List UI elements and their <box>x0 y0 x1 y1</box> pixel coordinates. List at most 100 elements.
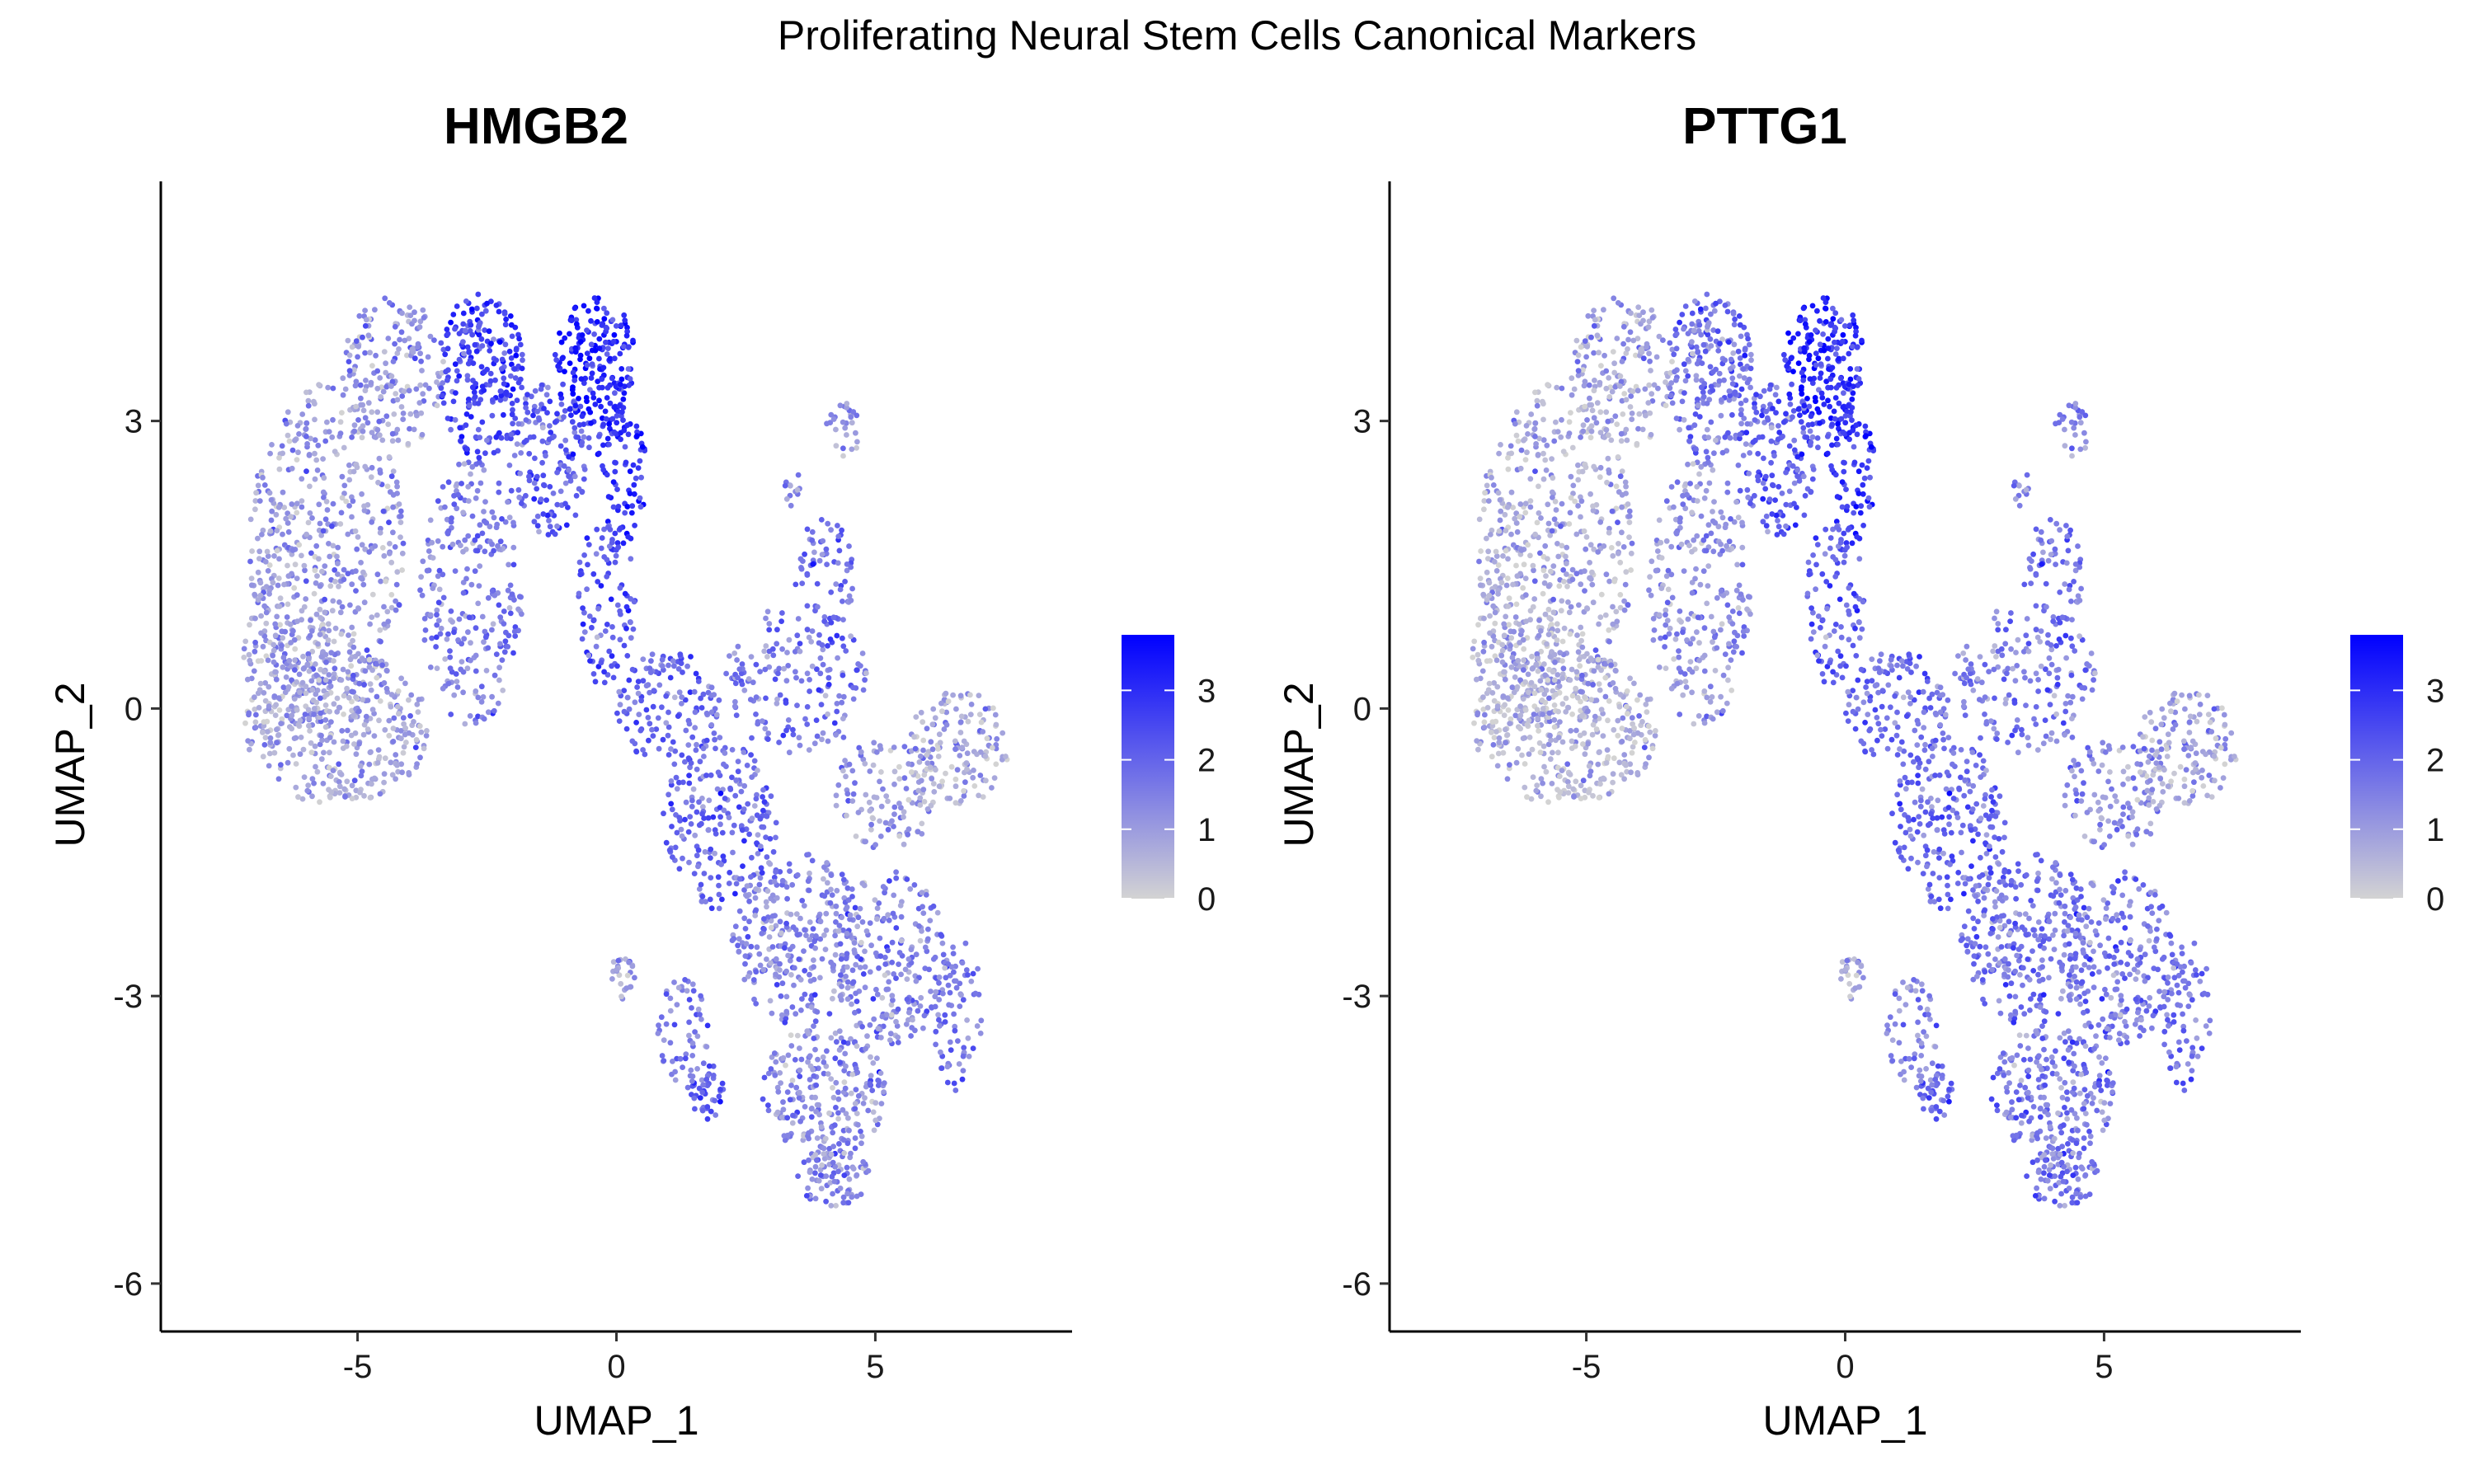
cell-point <box>825 643 830 649</box>
cell-point <box>1563 709 1569 715</box>
cell-point <box>348 663 355 669</box>
cell-point <box>622 590 628 597</box>
cell-point <box>897 903 904 909</box>
cell-point <box>1602 674 1609 681</box>
cell-point <box>275 776 282 782</box>
cell-point <box>715 769 722 776</box>
cell-point <box>744 763 750 768</box>
cell-point <box>599 384 605 391</box>
cell-point <box>1538 515 1544 521</box>
cell-point <box>581 629 588 635</box>
cell-point <box>786 636 793 643</box>
cell-point <box>367 621 373 627</box>
cell-point <box>688 821 694 827</box>
cell-point <box>961 787 967 794</box>
cell-point <box>819 642 825 648</box>
cell-point <box>369 781 374 787</box>
cell-point <box>353 568 359 575</box>
cell-point <box>451 501 458 507</box>
cell-point <box>844 1190 850 1197</box>
cell-point <box>836 923 843 928</box>
cell-point <box>339 603 346 610</box>
cell-point <box>305 782 312 788</box>
cell-point <box>1626 508 1633 514</box>
cell-point <box>1517 465 1524 472</box>
cell-point <box>959 960 966 966</box>
cell-point <box>689 797 695 804</box>
cell-point <box>1532 434 1538 439</box>
cell-point <box>825 711 830 717</box>
cell-point <box>270 647 277 654</box>
cell-point <box>393 581 400 588</box>
cell-point <box>306 453 313 458</box>
cell-point <box>345 727 350 734</box>
cell-point <box>821 876 826 882</box>
cell-point <box>795 932 801 938</box>
cell-point <box>875 1082 882 1088</box>
cell-point <box>308 749 315 755</box>
cell-point <box>416 697 422 702</box>
cell-point <box>554 469 560 476</box>
cell-point <box>438 340 444 346</box>
cell-point <box>952 738 958 744</box>
cell-point <box>475 291 482 298</box>
cell-point <box>670 1059 675 1064</box>
cell-point <box>489 693 495 700</box>
cell-point <box>327 683 334 689</box>
cell-point <box>1508 450 1515 457</box>
cell-point <box>710 814 717 820</box>
cell-point <box>601 679 608 686</box>
cell-point <box>769 892 776 899</box>
cell-point <box>454 368 460 374</box>
cell-point <box>331 658 336 664</box>
cell-point <box>623 726 630 732</box>
cell-point <box>252 591 258 598</box>
cell-point <box>731 650 738 656</box>
cell-point <box>719 1080 726 1087</box>
cell-point <box>331 701 337 707</box>
cell-point <box>296 671 303 678</box>
cell-point <box>396 602 402 608</box>
cell-point <box>368 379 374 386</box>
cell-point <box>362 415 369 421</box>
cell-point <box>570 391 576 397</box>
cell-point <box>792 965 797 971</box>
cell-point <box>434 402 440 409</box>
cell-point <box>322 724 329 730</box>
cell-point <box>317 741 323 748</box>
cell-point <box>598 403 604 410</box>
cell-point <box>609 416 616 422</box>
cell-point <box>814 733 821 740</box>
cell-point <box>289 447 296 453</box>
cell-point <box>392 340 397 347</box>
cell-point <box>304 441 310 447</box>
cell-point <box>253 490 259 496</box>
cell-point <box>784 895 790 902</box>
cell-point <box>308 627 315 634</box>
cell-point <box>1522 784 1528 791</box>
cell-point <box>957 719 964 726</box>
cell-point <box>401 388 407 394</box>
cell-point <box>403 740 409 745</box>
cell-point <box>767 861 774 867</box>
cell-point <box>823 546 830 552</box>
cell-point <box>394 397 401 403</box>
cell-point <box>930 781 937 787</box>
cell-point <box>703 773 709 778</box>
cell-point <box>788 1032 794 1038</box>
cell-point <box>383 667 390 674</box>
cell-point <box>1482 711 1488 718</box>
cell-point <box>809 628 816 634</box>
cell-point <box>479 311 485 317</box>
cell-point <box>710 1073 717 1078</box>
cell-point <box>857 905 863 912</box>
cell-point <box>729 937 736 943</box>
cell-point <box>433 634 440 641</box>
cell-point <box>834 887 840 894</box>
cell-point <box>327 708 332 715</box>
cell-point <box>431 337 437 343</box>
cell-point <box>508 487 515 494</box>
cell-point <box>643 707 650 713</box>
cell-point <box>942 965 948 971</box>
cell-point <box>919 928 924 934</box>
